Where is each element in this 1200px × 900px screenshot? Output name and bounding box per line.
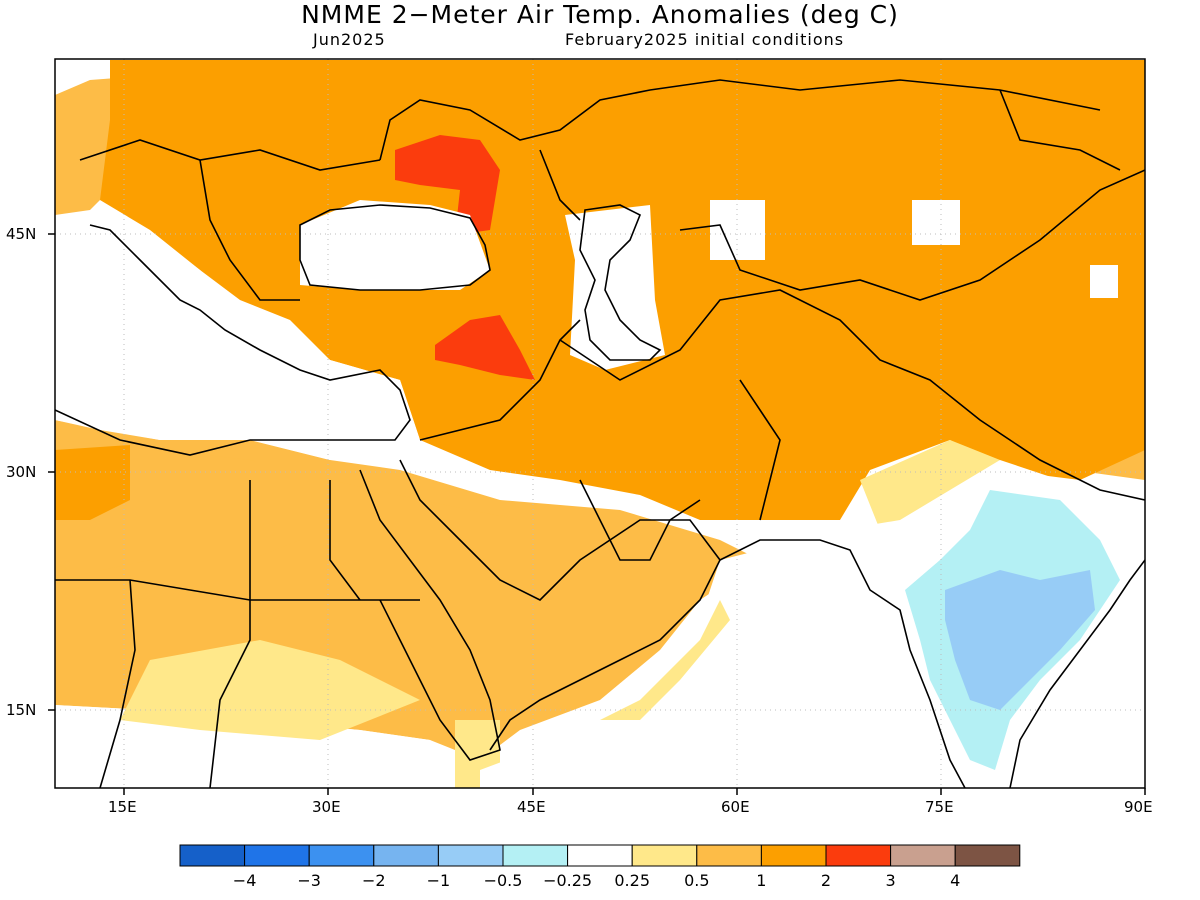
colorbar-tick-label: 4 (950, 871, 961, 890)
colorbar-tick-label: 0.5 (684, 871, 710, 890)
forecast-month: Jun2025 (313, 30, 386, 49)
colorbar-swatch (308, 844, 375, 867)
anomaly-region-white (565, 205, 665, 370)
anomaly-region-orange (55, 445, 130, 520)
colorbar-swatch (696, 844, 762, 867)
colorbar-tick-label: 2 (820, 871, 832, 890)
colorbar-swatch (437, 844, 504, 867)
colorbar (179, 844, 1021, 867)
colorbar-tick-label: −3 (297, 871, 321, 890)
anomaly-region-yellow (860, 440, 1000, 530)
anomaly-region-orange (55, 440, 620, 600)
colorbar-tick-label: 1 (756, 871, 767, 890)
initial-conditions: February2025 initial conditions (565, 30, 845, 49)
colorbar-tick-label: −0.5 (483, 871, 523, 890)
map-frame (54, 58, 1146, 789)
colorbar-tick-label: −1 (426, 871, 451, 890)
colorbar-tick-label: −0.25 (543, 871, 593, 890)
axis-ticks (48, 233, 1146, 795)
anomaly-region-yellow (120, 640, 420, 740)
colorbar-tick-label: −4 (232, 871, 257, 890)
anomaly-region-yellow (600, 600, 730, 720)
colorbar-swatch (179, 844, 246, 867)
colorbar-swatch (631, 844, 698, 867)
lon-label-15e: 15E (108, 798, 137, 816)
anomaly-fields (55, 59, 1145, 788)
anomaly-region-white (55, 220, 420, 460)
lat-label-15n: 15N (6, 701, 37, 719)
anomaly-region-red (395, 135, 500, 235)
anomaly-region-white (480, 560, 760, 788)
map-title: NMME 2−Meter Air Temp. Anomalies (deg C) (301, 0, 899, 29)
anomaly-region-white (300, 200, 490, 290)
colorbar-swatch (567, 844, 633, 867)
lon-label-60e: 60E (721, 798, 750, 816)
anomaly-region-red (435, 315, 535, 380)
colorbar-swatch (825, 844, 892, 867)
lon-label-45e: 45E (517, 798, 546, 816)
anomaly-region-yellow (55, 705, 470, 788)
lat-label-45n: 45N (6, 225, 37, 243)
lon-label-30e: 30E (312, 798, 341, 816)
colorbar-tick-label: 3 (885, 871, 896, 890)
colorbar-tick-label: −2 (362, 871, 386, 890)
anomaly-region-blue (945, 570, 1095, 710)
anomaly-region-white (912, 200, 960, 245)
colorbar-swatch (502, 844, 569, 867)
colorbar-swatch (954, 844, 1021, 867)
colorbar-swatch (890, 844, 956, 867)
colorbar-swatch (373, 844, 439, 867)
anomaly-region-white (1090, 265, 1118, 298)
colorbar-tick-label: 0.25 (614, 871, 650, 890)
colorbar-swatch (760, 844, 827, 867)
colorbar-swatch (244, 844, 310, 867)
lat-label-30n: 30N (6, 463, 37, 481)
lon-label-90e: 90E (1124, 798, 1153, 816)
coastlines (55, 79, 1145, 788)
lon-label-75e: 75E (925, 798, 954, 816)
graticule (55, 59, 1145, 788)
